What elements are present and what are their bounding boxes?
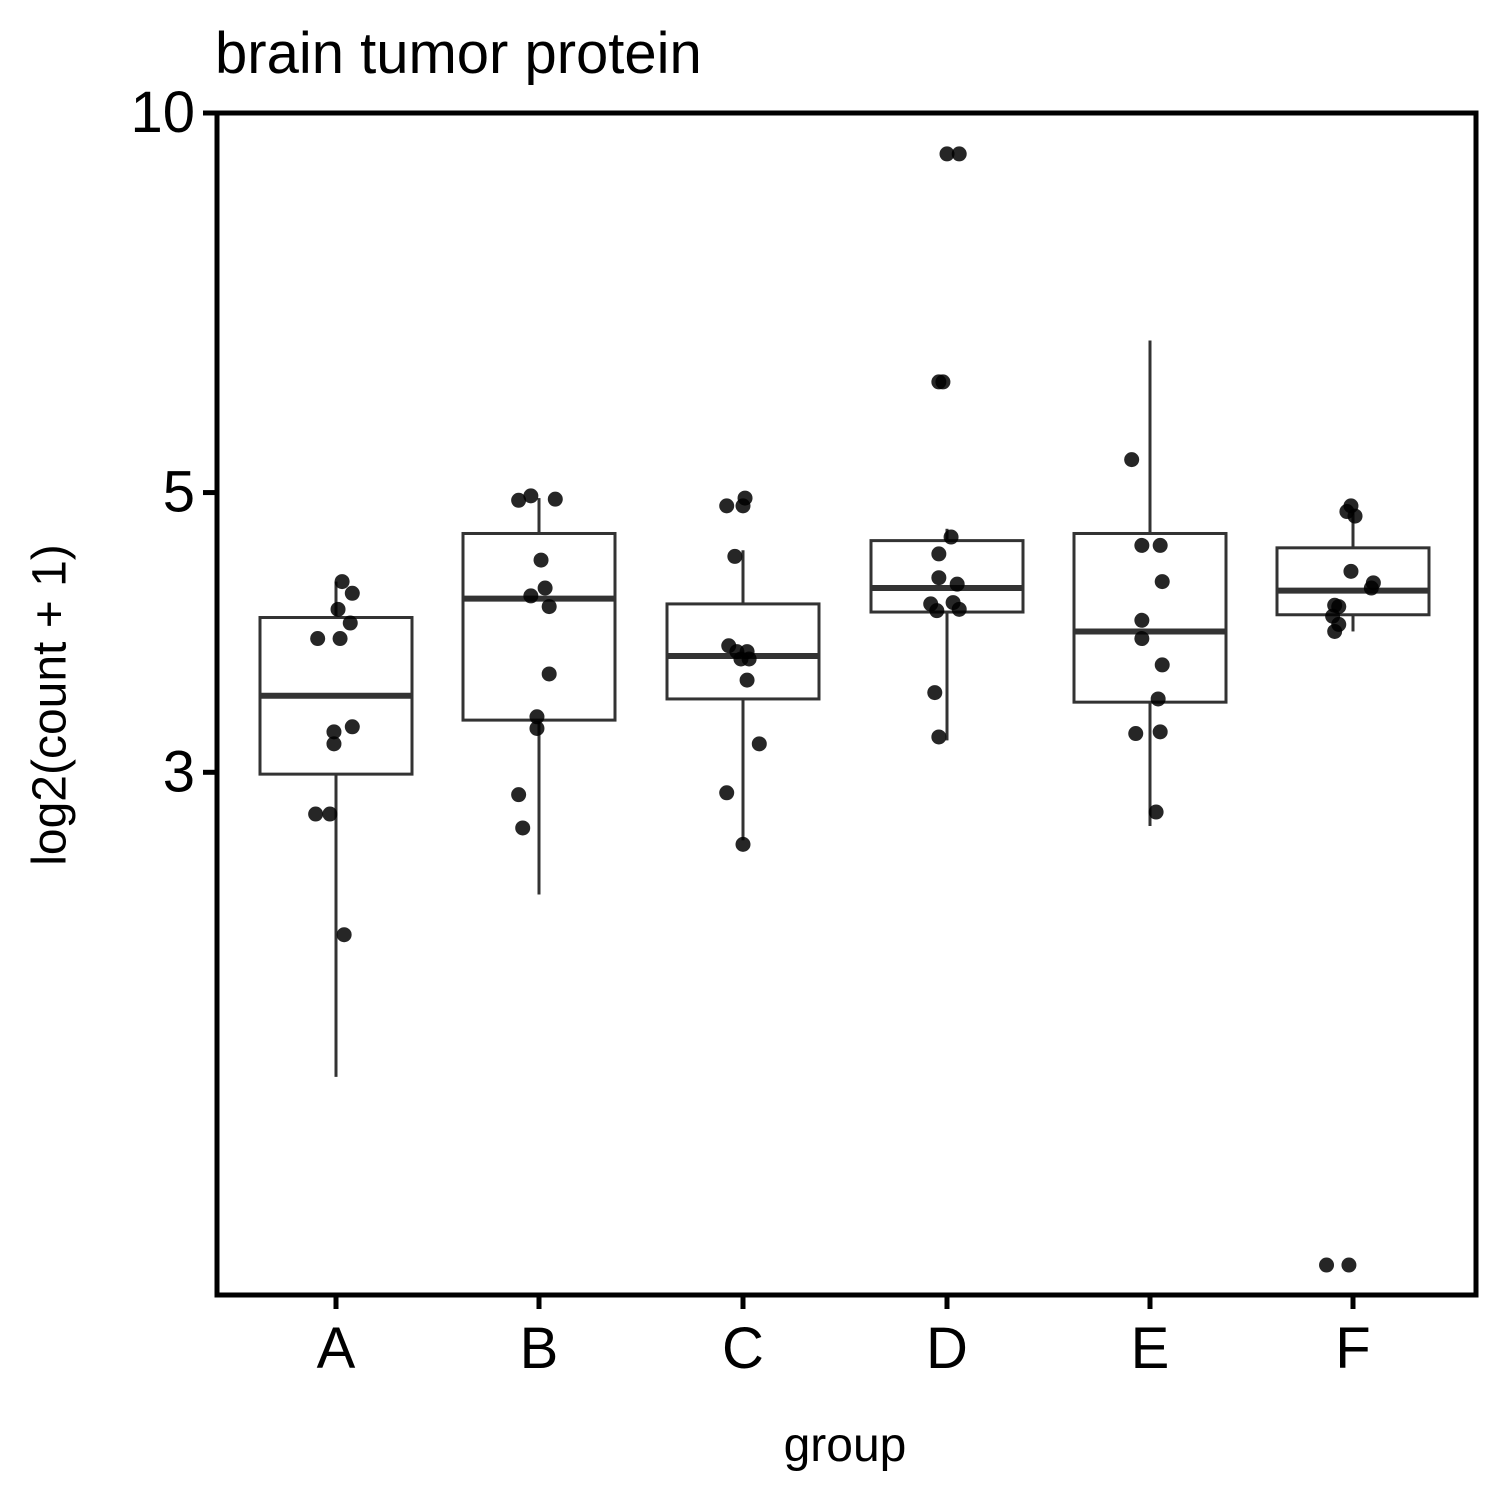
data-point-F-64	[1347, 508, 1363, 524]
data-point-C-33	[739, 672, 755, 688]
data-point-F-74	[1341, 1257, 1357, 1273]
data-point-A-9	[308, 806, 324, 822]
data-point-B-19	[541, 666, 557, 682]
data-point-C-26	[735, 498, 751, 514]
data-point-B-14	[547, 491, 563, 507]
plot-panel-border	[214, 110, 1479, 1298]
y-tick-label-5: 5	[163, 460, 195, 525]
y-tick-label-3: 3	[163, 739, 195, 804]
data-point-B-12	[511, 492, 527, 508]
data-point-C-32	[741, 651, 757, 667]
x-tick-label-C: C	[722, 1316, 764, 1381]
data-point-D-44	[949, 576, 965, 592]
data-point-C-27	[727, 548, 743, 564]
data-point-B-17	[523, 588, 539, 604]
data-point-B-22	[511, 787, 527, 803]
data-point-E-61	[1148, 804, 1164, 820]
x-tick-label-E: E	[1131, 1316, 1170, 1381]
data-point-A-11	[336, 927, 352, 943]
data-point-A-5	[332, 631, 348, 647]
data-point-E-59	[1128, 726, 1144, 742]
x-tick-label-B: B	[520, 1316, 559, 1381]
data-point-B-16	[537, 580, 553, 596]
data-point-C-34	[751, 736, 767, 752]
data-point-F-67	[1363, 580, 1379, 596]
data-point-A-6	[344, 719, 360, 735]
x-tick-label-F: F	[1335, 1316, 1370, 1381]
data-point-E-60	[1152, 724, 1168, 740]
data-point-C-35	[719, 785, 735, 801]
data-point-A-2	[330, 601, 346, 617]
data-point-D-42	[931, 546, 947, 562]
data-point-D-40	[935, 374, 951, 390]
data-point-E-51	[1124, 452, 1140, 468]
data-point-B-18	[541, 599, 557, 615]
data-point-F-73	[1319, 1257, 1335, 1273]
data-point-F-72	[1327, 623, 1343, 639]
chart-title: brain tumor protein	[215, 21, 702, 86]
data-point-D-41	[943, 529, 959, 545]
data-point-B-15	[533, 552, 549, 568]
data-point-E-56	[1134, 631, 1150, 647]
data-point-D-50	[931, 729, 947, 745]
data-point-A-4	[310, 631, 326, 647]
data-point-D-43	[931, 570, 947, 586]
box-E	[1072, 531, 1228, 704]
data-point-B-23	[515, 820, 531, 836]
data-point-A-10	[322, 806, 338, 822]
x-tick-label-D: D	[926, 1316, 968, 1381]
y-axis-title: log2(count + 1)	[23, 544, 77, 866]
box-F	[1275, 546, 1431, 617]
data-point-E-55	[1134, 612, 1150, 628]
data-point-B-21	[529, 720, 545, 736]
data-point-A-8	[326, 736, 342, 752]
data-point-E-54	[1154, 574, 1170, 590]
data-point-A-3	[342, 615, 358, 631]
y-tick-label-10: 10	[130, 80, 195, 145]
data-point-D-37	[939, 146, 955, 162]
data-point-E-58	[1150, 691, 1166, 707]
data-point-A-1	[344, 585, 360, 601]
data-point-F-65	[1343, 563, 1359, 579]
data-point-D-48	[951, 601, 967, 617]
data-point-A-7	[326, 724, 342, 740]
data-point-A-0	[334, 574, 350, 590]
x-tick-label-A: A	[317, 1316, 356, 1381]
data-point-E-52	[1134, 537, 1150, 553]
data-point-C-36	[735, 836, 751, 852]
data-point-D-38	[951, 146, 967, 162]
data-point-E-57	[1154, 657, 1170, 673]
data-point-D-49	[927, 685, 943, 701]
data-point-B-13	[523, 488, 539, 504]
x-axis-title: group	[783, 1419, 907, 1472]
data-point-D-47	[929, 603, 945, 619]
data-point-B-20	[529, 709, 545, 725]
data-point-E-53	[1152, 537, 1168, 553]
data-point-C-25	[719, 498, 735, 514]
